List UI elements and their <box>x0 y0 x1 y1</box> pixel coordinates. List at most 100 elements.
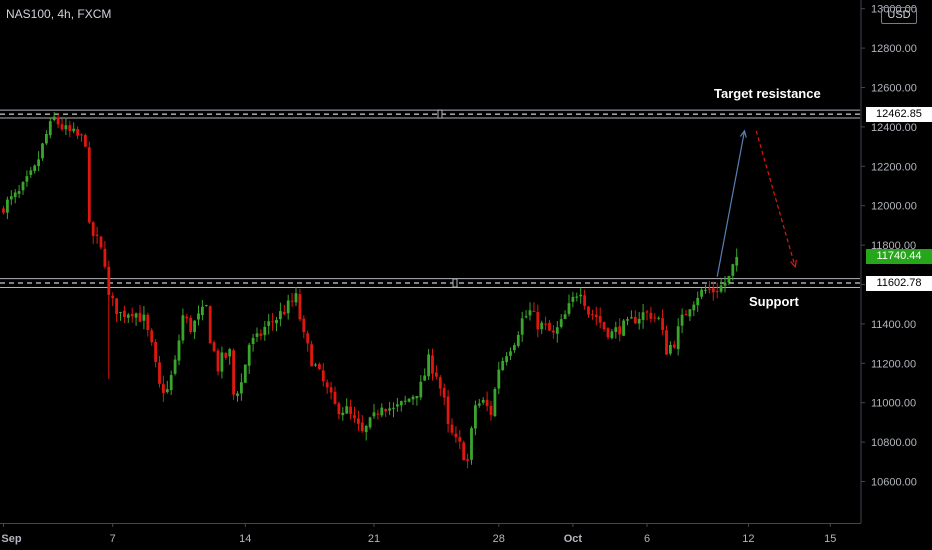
candle-body <box>583 295 586 306</box>
candle <box>380 403 384 418</box>
resistance-price-tag: 12462.85 <box>866 106 932 122</box>
candle-body <box>548 322 551 331</box>
candle <box>189 315 193 334</box>
rejection-arrow <box>755 130 796 267</box>
candle-body <box>286 300 290 314</box>
candle <box>243 364 247 383</box>
candle <box>723 276 727 293</box>
price-tick-label: 10600.00 <box>871 477 917 489</box>
candle <box>255 327 259 343</box>
candle <box>583 289 586 310</box>
candle-body <box>220 352 224 372</box>
target-resistance-label: Target resistance <box>714 86 821 101</box>
candle <box>696 291 700 312</box>
candle <box>314 363 317 367</box>
candle <box>251 333 255 352</box>
candle <box>353 406 356 423</box>
candle-body <box>626 319 629 321</box>
candle <box>154 339 157 368</box>
candle <box>665 325 668 355</box>
candle <box>715 282 719 299</box>
candle <box>290 292 294 307</box>
arrow-head <box>790 259 797 269</box>
candle-body <box>107 266 111 295</box>
candle <box>341 407 345 421</box>
candle <box>103 241 107 269</box>
candle-body <box>497 369 501 389</box>
candle-body <box>731 264 735 276</box>
candle-body <box>165 389 169 393</box>
last-price-tag: 11740.44 <box>866 248 932 264</box>
candle-body <box>559 319 563 327</box>
candle <box>181 308 185 344</box>
candle-body <box>2 208 5 213</box>
candle-body <box>544 323 547 325</box>
candle-body <box>87 147 91 223</box>
candle <box>134 312 138 326</box>
level-handle <box>452 278 458 288</box>
candle <box>735 248 739 272</box>
candle <box>325 379 329 394</box>
candle-body <box>95 234 99 236</box>
candle <box>544 316 547 331</box>
candle-body <box>462 442 466 461</box>
candle <box>618 318 622 342</box>
candle-body <box>657 317 661 319</box>
candle-body <box>294 293 298 303</box>
candlestick-series <box>2 112 739 469</box>
candle <box>509 347 512 360</box>
candle-body <box>197 313 200 320</box>
candle <box>481 397 485 405</box>
candle <box>318 362 321 370</box>
candle-body <box>267 321 271 326</box>
candle <box>33 164 37 174</box>
candle <box>197 305 200 326</box>
candle-body <box>442 387 446 398</box>
candle-body <box>618 326 622 335</box>
candle-body <box>333 391 337 404</box>
candle <box>645 310 649 321</box>
candle-body <box>540 322 544 330</box>
candle-body <box>247 344 251 366</box>
candle <box>236 391 239 402</box>
time-tick-label: Oct <box>564 533 583 545</box>
candle <box>376 409 380 420</box>
candle <box>419 375 423 401</box>
price-tick-label: 12400.00 <box>871 122 917 134</box>
candle-body <box>173 359 177 374</box>
candle <box>142 305 146 330</box>
candle-body <box>119 312 122 314</box>
candle-body <box>134 313 138 318</box>
candle-body <box>594 314 598 318</box>
candle-body <box>516 334 520 346</box>
candle-body <box>177 340 181 361</box>
candle-body <box>637 318 641 324</box>
candle <box>84 133 87 148</box>
candle-body <box>411 396 415 400</box>
candle <box>594 306 598 326</box>
candle <box>138 304 142 323</box>
support-price-tag: 11602.78 <box>866 275 932 291</box>
candle <box>630 310 633 319</box>
price-tick-label: 11400.00 <box>871 319 916 331</box>
candle-body <box>509 351 512 356</box>
candle <box>25 170 29 187</box>
candle <box>524 310 528 319</box>
candle <box>228 347 232 365</box>
candle <box>329 382 333 400</box>
candle-body <box>142 314 146 321</box>
candle-body <box>60 124 64 130</box>
candle-body <box>306 333 310 344</box>
currency-badge[interactable]: USD <box>881 7 917 24</box>
candle <box>286 294 290 320</box>
candle-body <box>735 256 739 266</box>
candle <box>392 402 395 418</box>
candle-body <box>302 318 306 333</box>
candle <box>423 368 427 381</box>
candle <box>637 312 641 330</box>
time-tick-label: 21 <box>368 533 380 545</box>
candle-body <box>240 382 243 394</box>
candle-body <box>661 318 664 331</box>
candle-body <box>314 364 317 366</box>
